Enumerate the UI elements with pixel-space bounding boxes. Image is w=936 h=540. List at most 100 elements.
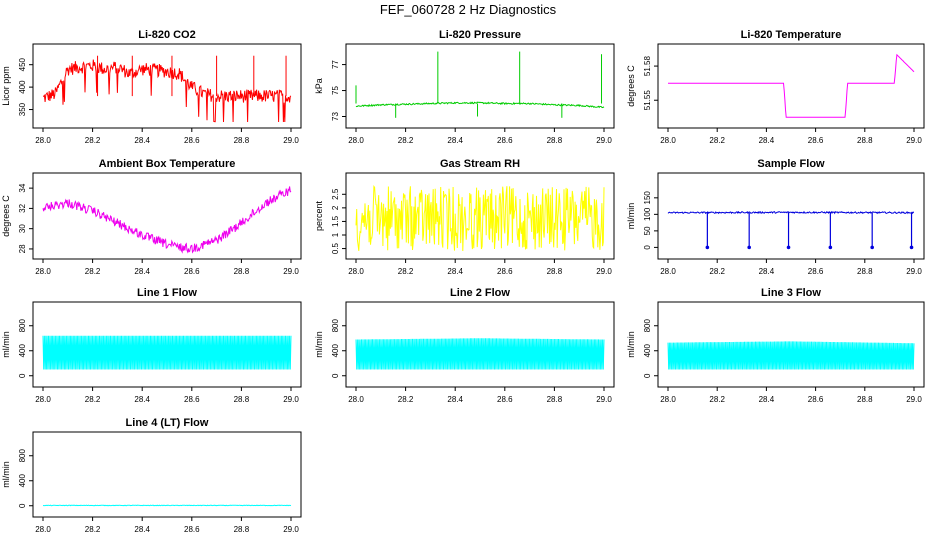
chart-7-xtick-label: 28.8 [234,395,250,404]
chart-6-xtick-label: 28.0 [660,267,676,276]
chart-4-xtick-label: 29.0 [283,267,299,276]
chart-3-xtick-label: 29.0 [906,136,922,145]
chart-3-ytick-label: 51.55 [643,90,652,111]
chart-7-ytick-label: 400 [18,344,27,358]
chart-5-ytick-label: 1 [331,232,340,237]
chart-6-frame [657,172,925,260]
chart-8-ytick-label: 0 [331,373,340,378]
chart-8-xtick-label: 28.8 [547,395,563,404]
chart-9-ytick-label: 0 [643,373,652,378]
chart-9-title: Line 3 Flow [761,287,821,299]
chart-9-ylabel: ml/min [626,331,636,358]
chart-2-ytick-label: 73 [331,112,340,121]
chart-4-xtick-label: 28.6 [184,267,200,276]
chart-4-frame [32,172,302,260]
chart-10-xtick-label: 28.2 [85,525,101,534]
chart-1-xtick-label: 28.8 [234,136,250,145]
chart-6-ytick-label: 50 [643,226,652,235]
chart-6-xtick-label: 29.0 [906,267,922,276]
chart-2-series-line [355,101,605,109]
chart-4-ylabel: degrees C [1,195,11,237]
chart-4-xtick-label: 28.2 [85,267,101,276]
chart-5-xtick-label: 28.0 [348,267,364,276]
chart-4-ytick-label: 32 [18,203,27,212]
chart-6-dropout-point [909,245,914,250]
chart-6-series-line [667,210,915,215]
chart-9-ytick-label: 800 [643,319,652,333]
chart-6-dropout-point [870,245,874,250]
chart-9-series-line [667,341,915,370]
chart-9-frame [657,301,925,388]
chart-8-ytick-label: 800 [331,319,340,333]
chart-7-xtick-label: 29.0 [283,395,299,404]
chart-7-ylabel: ml/min [1,331,11,358]
chart-8-frame [345,301,615,388]
chart-10-xtick-label: 28.0 [35,525,51,534]
chart-7-ytick-label: 0 [18,373,27,378]
chart-2-ytick-label: 77 [331,60,340,69]
chart-3-series-line [668,53,915,118]
chart-2-xtick-label: 28.2 [398,136,414,145]
chart-10-ylabel: ml/min [1,461,11,488]
chart-3-xtick-label: 28.6 [808,136,824,145]
chart-6-xtick-label: 28.8 [857,267,873,276]
chart-5-xtick-label: 29.0 [596,267,612,276]
chart-2-frame [345,43,615,129]
chart-8-ytick-label: 400 [331,344,340,358]
chart-8-xtick-label: 29.0 [596,395,612,404]
chart-10-ytick-label: 800 [18,449,27,463]
chart-1-xtick-label: 28.2 [85,136,101,145]
chart-4-ytick-label: 34 [18,183,27,192]
chart-3-xtick-label: 28.4 [759,136,775,145]
chart-1-ytick-label: 400 [18,80,27,94]
chart-6-title: Sample Flow [757,158,825,170]
chart-8-ylabel: ml/min [314,331,324,358]
chart-5-xtick-label: 28.4 [447,267,463,276]
chart-10-ytick-label: 400 [18,474,27,488]
chart-5-xtick-label: 28.6 [497,267,513,276]
chart-10-xtick-label: 28.8 [234,525,250,534]
chart-2-ylabel: kPa [314,78,324,94]
chart-5-ytick-label: 2 [331,205,340,210]
chart-2-xtick-label: 28.6 [497,136,513,145]
chart-5-series-line [355,185,605,252]
chart-4-xtick-label: 28.0 [35,267,51,276]
chart-1-xtick-label: 28.6 [184,136,200,145]
chart-6-dropout-point [786,245,791,250]
chart-6-dropout-point [747,245,751,250]
chart-9-xtick-label: 28.6 [808,395,824,404]
chart-7-xtick-label: 28.6 [184,395,200,404]
chart-10-ytick-label: 0 [18,503,27,508]
chart-3-xtick-label: 28.2 [709,136,725,145]
chart-6-dropout-point [705,245,710,250]
chart-6-xtick-label: 28.4 [759,267,775,276]
chart-8-xtick-label: 28.6 [497,395,513,404]
chart-10-xtick-label: 29.0 [283,525,299,534]
chart-5-title: Gas Stream RH [440,158,520,170]
chart-9-xtick-label: 28.4 [759,395,775,404]
chart-4-xtick-label: 28.4 [134,267,150,276]
chart-2-xtick-label: 29.0 [596,136,612,145]
chart-6-ytick-label: 100 [643,207,652,221]
chart-10-title: Line 4 (LT) Flow [126,417,209,429]
chart-9-ytick-label: 400 [643,344,652,358]
chart-5-ytick-label: 2.5 [331,188,340,200]
chart-5-xtick-label: 28.8 [547,267,563,276]
chart-7-ytick-label: 800 [18,319,27,333]
chart-8-series-line [355,338,605,370]
chart-1-xtick-label: 29.0 [283,136,299,145]
chart-2-xtick-label: 28.0 [348,136,364,145]
chart-2-xtick-label: 28.4 [447,136,463,145]
chart-6-ytick-label: 150 [643,191,652,205]
chart-5-ytick-label: 0.5 [331,242,340,254]
chart-6-dropout-point [828,245,833,250]
chart-4-ytick-label: 30 [18,224,27,233]
chart-10-frame [32,431,302,518]
figure-title: FEF_060728 2 Hz Diagnostics [379,2,557,17]
chart-1-ytick-label: 450 [18,57,27,71]
chart-7-xtick-label: 28.2 [85,395,101,404]
chart-7-frame [32,301,302,388]
chart-7-xtick-label: 28.0 [35,395,51,404]
chart-9-xtick-label: 28.2 [709,395,725,404]
